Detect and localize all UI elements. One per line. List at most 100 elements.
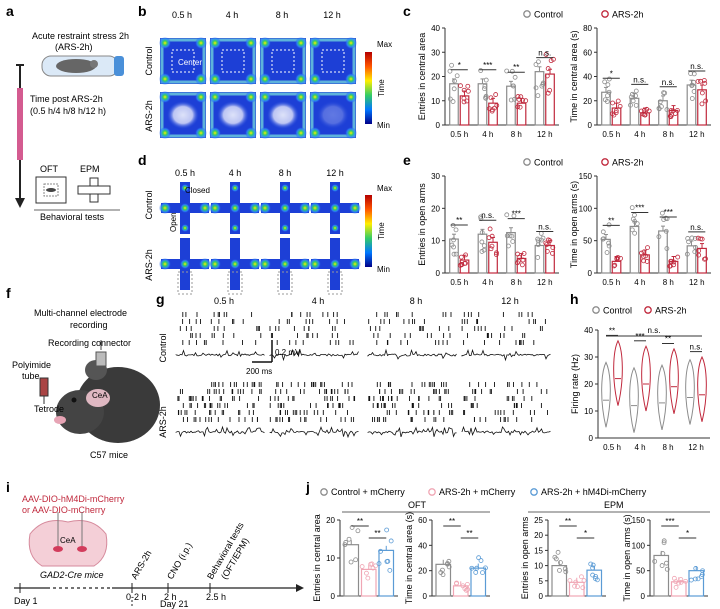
data-point (562, 566, 568, 572)
data-point (698, 78, 703, 84)
data-point (692, 236, 698, 241)
data-point (664, 246, 670, 251)
data-point (606, 222, 612, 228)
epm-hotspot (180, 203, 190, 213)
d-colorbar (365, 195, 372, 267)
y-tick-label: 0 (436, 121, 441, 130)
significance-label: n.s. (481, 211, 494, 220)
spike-raster-row (463, 312, 533, 317)
y-tick-label: 30 (431, 172, 440, 181)
b-timepoint-label: 12 h (323, 10, 341, 20)
x-tick-label: 4 h (482, 130, 493, 139)
y-tick-label: 0 (589, 434, 594, 443)
heatmap-hotspot (295, 73, 307, 85)
data-point (464, 98, 470, 104)
data-point (628, 102, 633, 108)
epm-hotspot (181, 184, 189, 192)
y-tick-label: 60 (583, 48, 592, 57)
spike-raster-row (269, 326, 336, 331)
panel-f: f Multi-channel electrode recording Reco… (6, 285, 160, 460)
epm-heatmap (209, 238, 261, 295)
data-point (664, 566, 670, 572)
data-point (476, 555, 482, 561)
data-point (675, 254, 681, 260)
data-point (487, 226, 493, 232)
data-point (656, 105, 662, 111)
panel-label-f: f (6, 285, 11, 301)
i-cno: CNO (i.p.) (165, 541, 194, 581)
heatmap-hotspot (259, 73, 271, 85)
d-colorbar-title: Time (377, 222, 386, 240)
x-tick-label: 12 h (537, 278, 553, 287)
heatmap-hotspot (259, 127, 271, 139)
data-point (629, 205, 635, 211)
epm-hotspot (199, 258, 211, 270)
data-point (663, 560, 669, 566)
data-point (544, 73, 550, 79)
x-tick-label: 8 h (511, 278, 522, 287)
data-point (453, 251, 459, 257)
data-point (663, 215, 669, 221)
data-point (369, 561, 375, 567)
bar (686, 84, 697, 126)
data-point (553, 556, 559, 562)
data-point (387, 567, 393, 573)
j-group-epm: EPM (528, 500, 710, 513)
chart-c-left: 0 10 20 30 40 Entries in central area 0.5 h * 4 … (417, 24, 559, 139)
y-axis-label: Entries in open arms (417, 183, 427, 266)
x-tick-label: 0.5 h (603, 443, 621, 452)
y-tick-label: 40 (418, 541, 427, 550)
data-point (540, 82, 546, 87)
y-axis-label: Time in central area (s) (569, 30, 579, 122)
data-point (657, 99, 663, 105)
heatmap-wall-trail (210, 92, 256, 138)
epm-heatmap (259, 238, 311, 295)
chart-j2: 0 20 40 60 Time in central area (s) ** ** (404, 512, 490, 604)
data-point (644, 106, 650, 112)
heatmap-hotspot (245, 127, 257, 139)
data-point (533, 85, 539, 91)
data-point (520, 97, 525, 103)
data-point (535, 255, 541, 260)
violin (657, 363, 667, 431)
epm-open-arm-outline (227, 271, 243, 295)
oft-heatmap (159, 91, 207, 139)
data-point (342, 542, 348, 548)
y-tick-label: 20 (584, 380, 593, 389)
timeline-arrow-head (15, 198, 25, 208)
y-tick-label: 50 (583, 237, 592, 246)
data-point (699, 574, 704, 579)
y-tick-label: 20 (418, 567, 427, 576)
heatmap-wall-trail (310, 92, 356, 138)
data-point (613, 108, 619, 114)
data-point (463, 260, 468, 266)
legend-c: Control ARS-2h (523, 10, 644, 20)
data-point (630, 216, 636, 222)
significance-label: * (686, 529, 689, 538)
data-point (465, 581, 470, 587)
legend-label: Control (534, 10, 563, 20)
data-point (453, 227, 459, 233)
heatmap-wall-trail (210, 38, 256, 84)
f-tube-2: tube (22, 371, 40, 381)
bar (378, 549, 395, 597)
significance-label: *** (512, 210, 521, 219)
g-row-label-ars: ARS-2h (158, 406, 168, 438)
y-tick-label: 20 (431, 73, 440, 82)
y-tick-label: 20 (326, 516, 335, 525)
data-point (510, 239, 516, 244)
data-point (478, 558, 484, 563)
significance-label: n.s. (538, 49, 551, 58)
data-point (482, 83, 488, 89)
significance-label: ** (357, 517, 363, 526)
data-point (702, 256, 707, 262)
epm-hotspot (309, 202, 321, 214)
spike-raster-row (177, 396, 259, 401)
center-label: Center (178, 58, 202, 67)
data-point (684, 251, 690, 257)
legend-marker (530, 488, 538, 496)
y-tick-label: 10 (534, 562, 543, 571)
data-point (494, 250, 499, 256)
y-tick-label: 10 (431, 97, 440, 106)
legend-label: ARS-2h + mCherry (439, 487, 516, 497)
